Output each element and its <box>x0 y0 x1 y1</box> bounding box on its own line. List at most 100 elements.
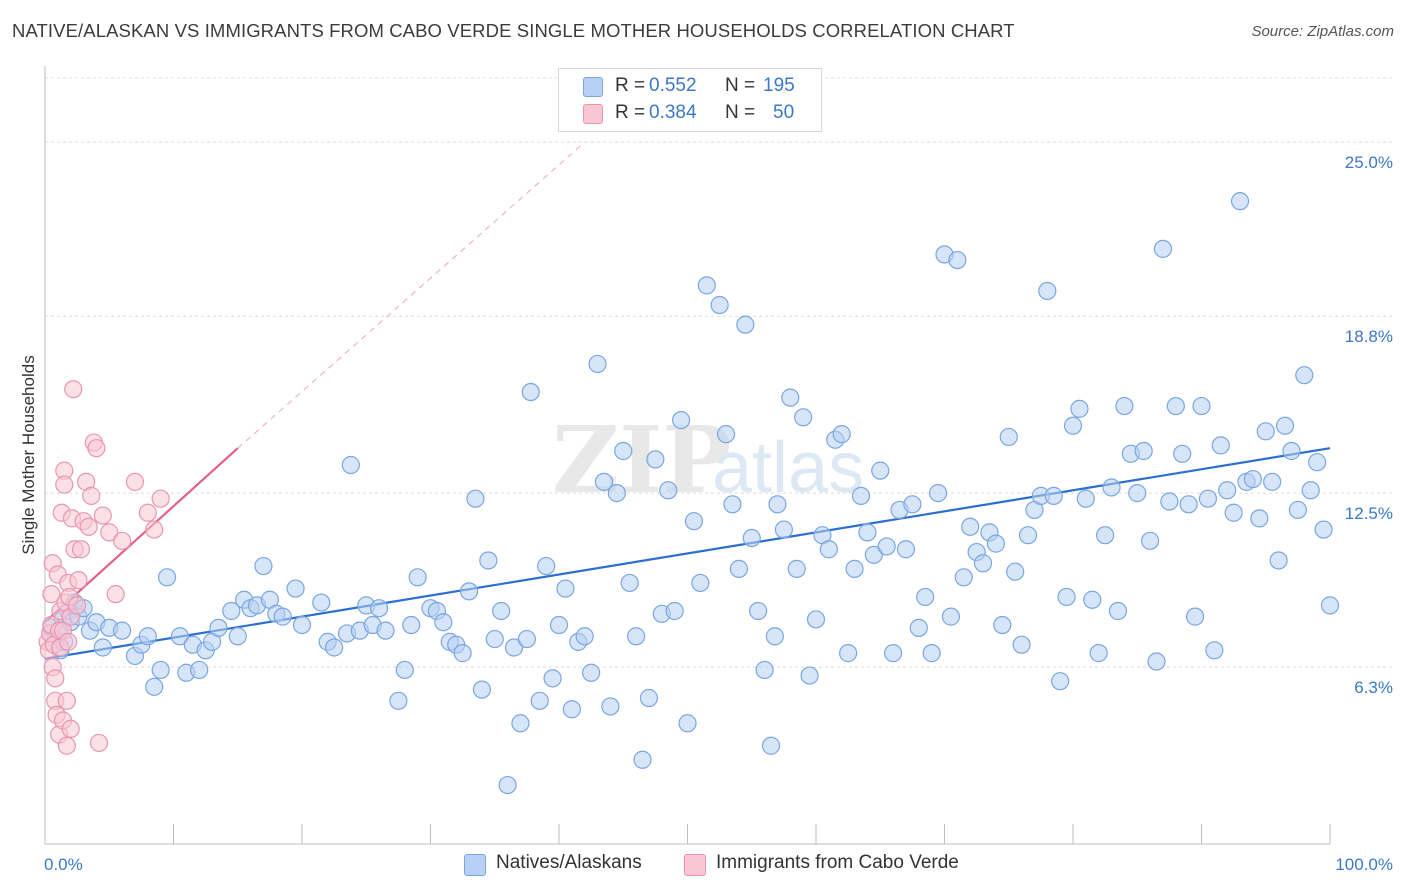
data-point <box>472 680 491 699</box>
data-point <box>588 354 607 374</box>
y-tick-label: 18.8% <box>1345 327 1393 346</box>
data-point <box>145 677 164 696</box>
source-credit: Source: ZipAtlas.com <box>1251 23 1394 40</box>
data-point <box>556 579 575 598</box>
data-point <box>1256 422 1275 441</box>
data-point <box>157 568 177 587</box>
data-point <box>1295 366 1314 385</box>
data-point <box>100 523 119 542</box>
grid-lines <box>45 77 1392 668</box>
data-point <box>607 483 626 503</box>
n-label: N = <box>725 102 756 123</box>
data-point <box>138 503 157 522</box>
data-point <box>1108 601 1128 621</box>
data-point <box>1282 441 1301 461</box>
data-point <box>723 495 742 514</box>
data-point <box>389 691 408 710</box>
data-point <box>125 472 145 491</box>
data-point <box>222 601 241 621</box>
data-point <box>871 461 890 480</box>
y-axis-label: Single Mother Households <box>19 355 38 554</box>
data-point <box>453 644 472 663</box>
data-point <box>1243 469 1263 489</box>
data-point <box>1185 607 1205 626</box>
data-point <box>1173 444 1192 463</box>
data-point <box>620 573 639 593</box>
data-point <box>781 388 800 407</box>
data-point <box>537 556 556 576</box>
series-natives <box>42 192 1340 795</box>
y-tick-label: 6.3% <box>1354 678 1393 697</box>
data-point <box>170 627 190 646</box>
data-point <box>806 610 826 629</box>
data-point <box>151 660 170 680</box>
data-point <box>594 472 614 491</box>
data-point <box>434 613 453 632</box>
data-point <box>794 408 813 427</box>
r-label: R = <box>615 102 646 123</box>
legend-label-natives: Natives/Alaskans <box>496 852 642 873</box>
data-point <box>1314 520 1333 539</box>
data-point <box>504 638 524 657</box>
legend-swatch-natives <box>464 854 486 876</box>
data-point <box>1301 481 1320 500</box>
watermark-zip: ZIP <box>552 406 731 514</box>
data-point <box>1192 396 1211 416</box>
data-point <box>909 618 928 637</box>
data-point <box>61 719 80 739</box>
data-point <box>543 669 562 688</box>
data-point <box>71 540 91 559</box>
data-point <box>1250 509 1269 528</box>
data-point <box>1153 239 1173 258</box>
data-point <box>1230 192 1250 211</box>
data-point <box>948 250 967 270</box>
data-point <box>370 599 389 618</box>
data-point <box>1012 635 1031 654</box>
data-point <box>106 585 125 604</box>
data-point <box>254 556 273 576</box>
data-point <box>742 528 761 548</box>
y-tick-label: 12.5% <box>1345 504 1393 523</box>
data-point <box>999 427 1018 447</box>
data-point <box>575 627 594 646</box>
data-point <box>1018 526 1038 545</box>
data-point <box>55 475 74 494</box>
data-point <box>1070 399 1089 418</box>
data-point <box>376 621 395 640</box>
data-point <box>665 601 684 621</box>
data-point <box>1211 436 1230 455</box>
data-point <box>1166 396 1185 416</box>
data-point <box>209 618 228 637</box>
data-point <box>1205 641 1224 660</box>
data-point <box>312 593 331 612</box>
data-point <box>601 697 620 716</box>
data-point <box>903 495 922 514</box>
data-point <box>82 486 101 505</box>
n-label: N = <box>725 75 756 96</box>
data-point <box>151 489 170 508</box>
trend-lines <box>44 141 1331 660</box>
series-cabo-verde <box>38 380 170 755</box>
data-point <box>402 615 421 635</box>
data-point <box>479 551 498 570</box>
data-point <box>1063 416 1083 435</box>
data-point <box>697 276 716 295</box>
data-point <box>69 571 88 590</box>
legend-swatch-cabo-verde <box>583 104 603 124</box>
data-point <box>954 568 973 587</box>
data-point <box>845 559 864 578</box>
data-point <box>961 517 980 536</box>
data-point <box>57 691 76 710</box>
data-point <box>755 660 774 680</box>
data-point <box>1224 503 1243 522</box>
data-point <box>858 523 877 542</box>
data-point <box>973 554 993 573</box>
data-point <box>1128 483 1147 503</box>
data-point <box>1044 486 1063 505</box>
data-point <box>562 700 581 719</box>
data-point <box>228 627 247 646</box>
data-point <box>145 520 164 539</box>
data-point <box>678 714 697 733</box>
data-point <box>517 629 536 649</box>
r-value: 0.384 <box>649 102 697 123</box>
